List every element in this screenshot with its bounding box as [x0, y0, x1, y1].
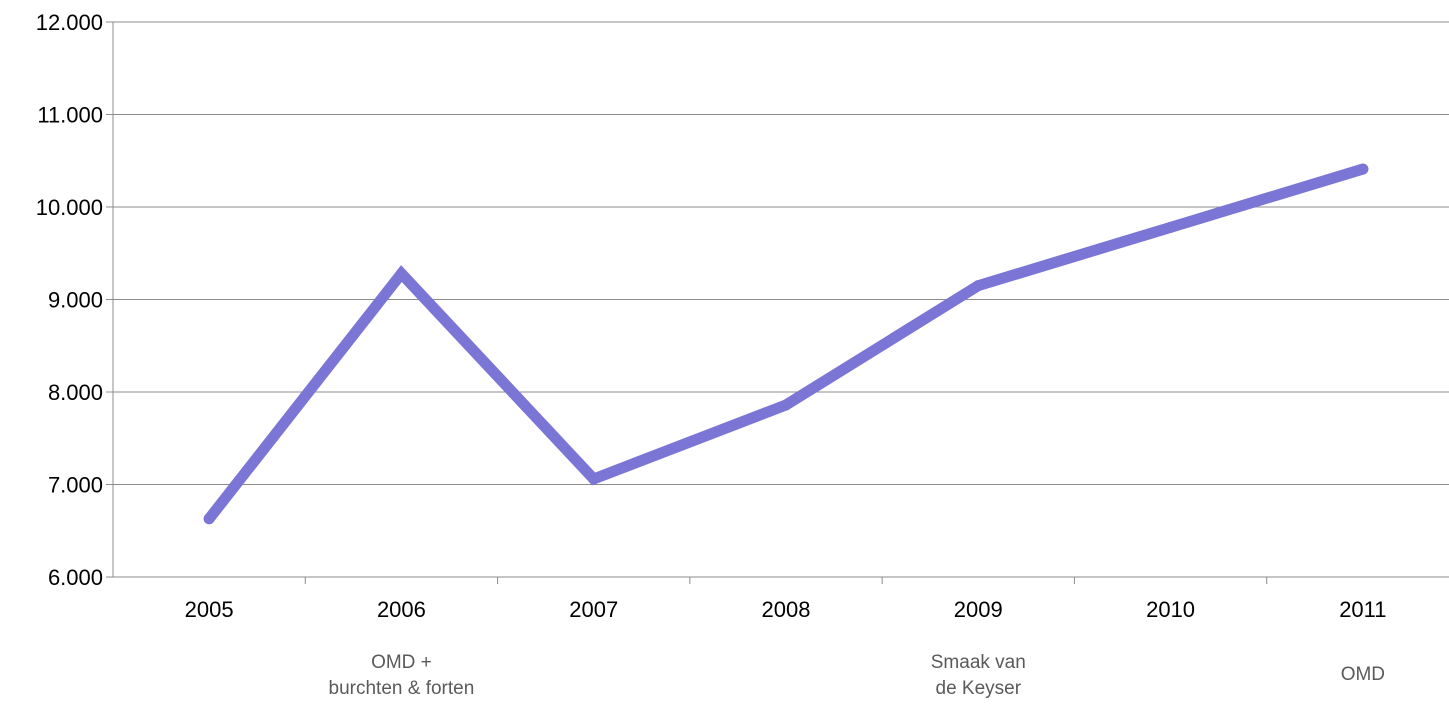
- x-tick-label: 2011: [1339, 597, 1386, 622]
- annotation-line: OMD: [1341, 664, 1385, 685]
- series: [203, 163, 1369, 525]
- x-tick-labels: 2005 2006 2007 2008 2009 2010 2011: [185, 597, 1387, 622]
- axes: [106, 21, 1449, 584]
- data-point: [588, 473, 600, 485]
- annotation-line: burchten & forten: [329, 678, 475, 699]
- data-point: [203, 513, 215, 525]
- data-point: [395, 268, 407, 280]
- y-tick-label: 7.000: [48, 473, 103, 498]
- x-tick-label: 2009: [954, 597, 1003, 622]
- x-tick-label: 2006: [377, 597, 426, 622]
- annotation: OMD + burchten & forten: [329, 652, 475, 699]
- y-tick-labels: 6.000 7.000 8.000 9.000 10.000 11.000 12.000: [36, 10, 103, 590]
- data-point: [1165, 221, 1177, 233]
- y-tick-label: 11.000: [37, 103, 103, 128]
- annotation: OMD: [1341, 664, 1385, 685]
- annotations: OMD + burchten & forten Smaak van de Keyser…: [329, 652, 1385, 699]
- x-tick-label: 2007: [569, 597, 618, 622]
- y-tick-label: 6.000: [48, 565, 103, 590]
- gridlines: [113, 21, 1449, 485]
- y-tick-label: 10.000: [36, 195, 103, 220]
- annotation: Smaak van de Keyser: [931, 652, 1026, 699]
- x-tick-label: 2008: [762, 597, 811, 622]
- x-tick-label: 2010: [1146, 597, 1195, 622]
- data-point: [972, 280, 984, 292]
- annotation-line: de Keyser: [936, 678, 1022, 699]
- y-tick-label: 8.000: [48, 380, 103, 405]
- data-point: [780, 399, 792, 411]
- annotation-line: Smaak van: [931, 652, 1026, 673]
- series-line: [203, 163, 1369, 525]
- x-tick-label: 2005: [185, 597, 234, 622]
- y-tick-label: 9.000: [48, 288, 103, 313]
- y-tick-label: 12.000: [36, 10, 103, 35]
- data-point: [1357, 163, 1369, 175]
- annotation-line: OMD +: [371, 652, 432, 673]
